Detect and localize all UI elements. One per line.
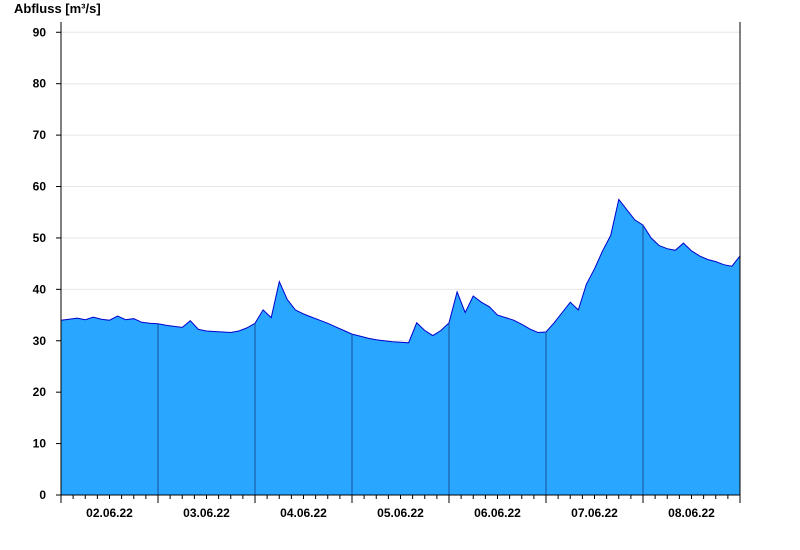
y-axis-title: Abfluss [m³/s] <box>14 1 101 16</box>
x-tick-label-5: 07.06.22 <box>571 506 618 520</box>
x-tick-label-1: 03.06.22 <box>183 506 230 520</box>
x-tick-label-2: 04.06.22 <box>280 506 327 520</box>
discharge-area <box>61 199 740 495</box>
x-tick-label-6: 08.06.22 <box>668 506 715 520</box>
x-tick-label-4: 06.06.22 <box>474 506 521 520</box>
y-tick-label-60: 60 <box>33 180 47 194</box>
y-tick-label-10: 10 <box>33 437 47 451</box>
day-dividers <box>157 225 644 495</box>
x-axis-ticks: 02.06.22 03.06.22 04.06.22 05.06.22 06.06.22… <box>60 495 741 520</box>
y-tick-label-30: 30 <box>33 334 47 348</box>
x-tick-label-0: 02.06.22 <box>86 506 133 520</box>
y-tick-label-70: 70 <box>33 128 47 142</box>
y-tick-label-40: 40 <box>33 282 47 296</box>
discharge-line <box>60 198 741 344</box>
y-tick-label-20: 20 <box>33 385 47 399</box>
y-axis-ticks: 0 10 20 30 40 50 60 70 80 90 <box>33 25 61 502</box>
y-tick-label-0: 0 <box>39 488 46 502</box>
y-tick-label-80: 80 <box>33 77 47 91</box>
y-tick-label-50: 50 <box>33 231 47 245</box>
x-tick-label-3: 05.06.22 <box>377 506 424 520</box>
y-tick-label-90: 90 <box>33 25 47 39</box>
